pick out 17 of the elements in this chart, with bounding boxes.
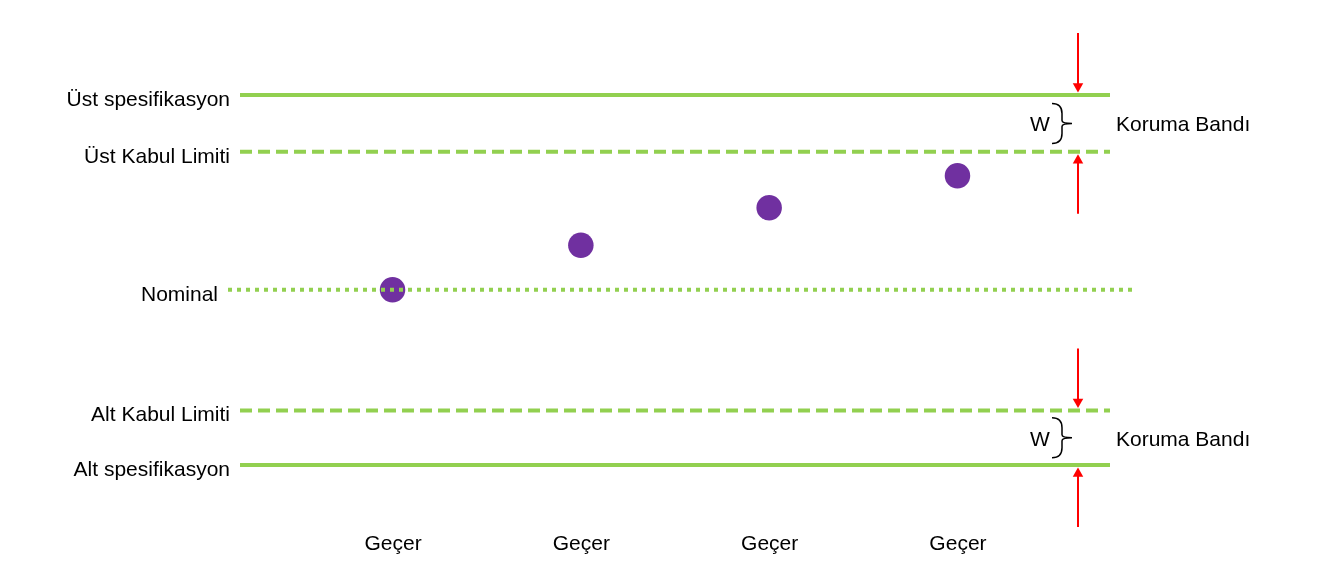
x-tick-label: Geçer (552, 530, 610, 554)
ref-line-label: Alt Kabul Limiti (91, 402, 230, 426)
ref-line-label: Üst spesifikasyon (66, 86, 230, 110)
point (944, 163, 971, 189)
x-tick-label: Geçer (364, 530, 422, 554)
ref-line-label: Nominal (140, 281, 218, 305)
point (379, 276, 406, 303)
text: Koruma Bandı (1116, 112, 1251, 136)
x-tick-label: Geçer (741, 530, 799, 554)
ref-line-label: Üst Kabul Limiti (84, 143, 230, 167)
text: Koruma Bandı (1116, 426, 1251, 450)
x-tick-label: Geçer (929, 530, 987, 554)
point (568, 232, 594, 258)
ref-line-label: Alt spesifikasyon (73, 457, 230, 481)
text: W (1030, 112, 1051, 136)
point (756, 194, 782, 221)
text: W (1030, 426, 1051, 450)
